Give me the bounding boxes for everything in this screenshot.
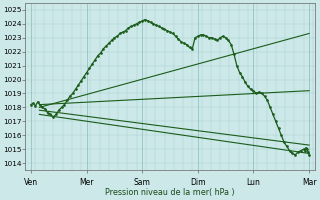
X-axis label: Pression niveau de la mer( hPa ): Pression niveau de la mer( hPa ) bbox=[105, 188, 235, 197]
